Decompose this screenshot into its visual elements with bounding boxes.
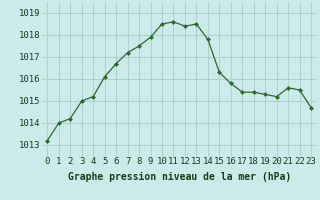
X-axis label: Graphe pression niveau de la mer (hPa): Graphe pression niveau de la mer (hPa) (68, 172, 291, 182)
